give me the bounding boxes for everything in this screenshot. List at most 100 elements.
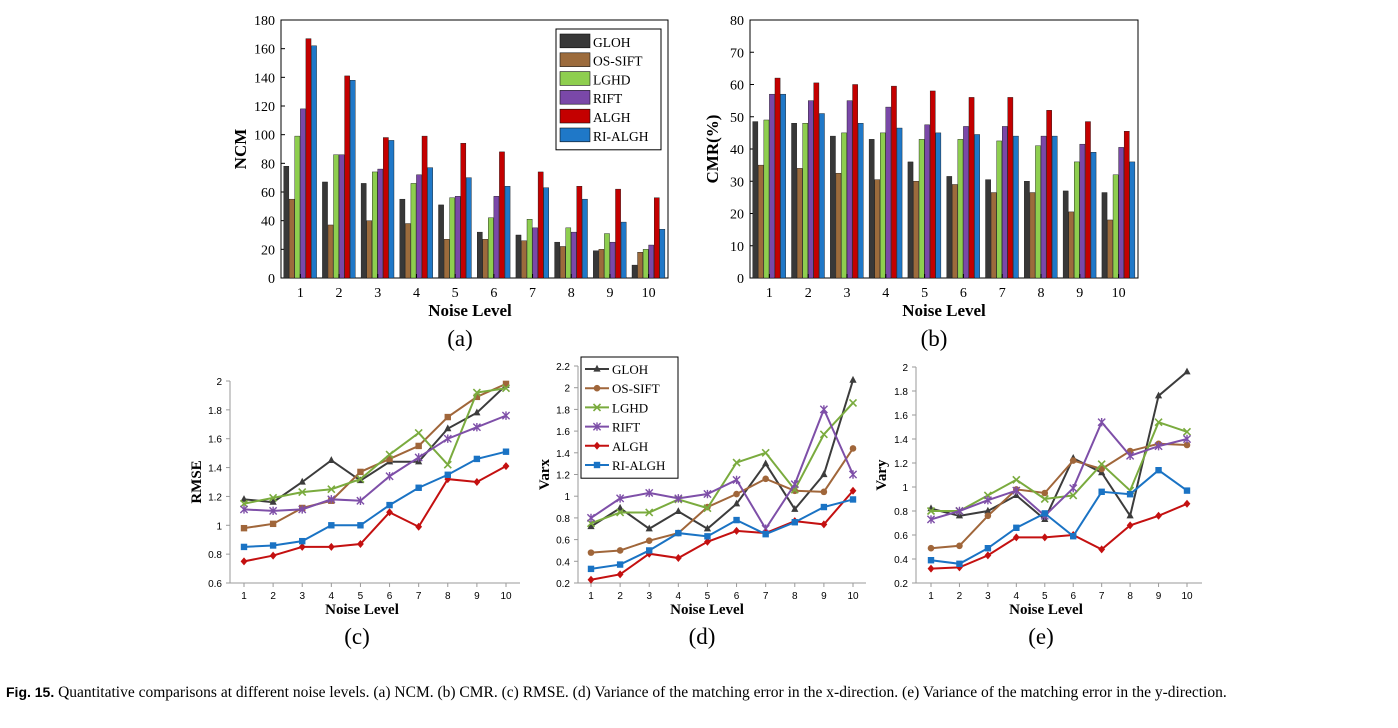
point-rift bbox=[674, 494, 683, 503]
point-lghd bbox=[1097, 460, 1106, 469]
legend-marker bbox=[593, 441, 601, 450]
bar-gloh bbox=[477, 231, 483, 279]
y-tick-label: 1.6 bbox=[894, 411, 908, 422]
x-tick-label: 6 bbox=[960, 286, 967, 301]
point-rift bbox=[703, 489, 712, 499]
bar-rift bbox=[769, 93, 775, 279]
x-tick-label: 2 bbox=[270, 591, 276, 602]
bar-rift bbox=[924, 124, 930, 279]
point-lghd bbox=[1012, 475, 1021, 484]
point-algh bbox=[386, 508, 393, 517]
y-tick-label: 1.8 bbox=[556, 405, 570, 416]
line-ri-algh bbox=[243, 450, 507, 548]
point-rift bbox=[955, 506, 964, 516]
point-os-sift bbox=[733, 490, 740, 498]
legend-label: OS-SIFT bbox=[612, 381, 660, 396]
bar-rift bbox=[1002, 126, 1008, 279]
x-tick-label: 7 bbox=[529, 286, 536, 301]
panel-label: (d) bbox=[689, 624, 716, 649]
point-rift bbox=[586, 513, 596, 523]
x-tick-label: 3 bbox=[374, 286, 381, 301]
point-rift bbox=[1069, 484, 1078, 493]
x-tick-label: 4 bbox=[882, 286, 889, 301]
point-algh bbox=[1155, 511, 1162, 520]
point-gloh bbox=[616, 503, 624, 511]
legend-label: GLOH bbox=[593, 35, 631, 50]
x-tick-label: 8 bbox=[568, 286, 575, 301]
line-lghd bbox=[931, 420, 1188, 512]
point-gloh bbox=[762, 459, 770, 467]
legend-label: LGHD bbox=[612, 400, 648, 415]
x-tick-label: 8 bbox=[445, 591, 451, 602]
legend-swatch bbox=[559, 33, 591, 49]
bar-rift bbox=[1079, 143, 1086, 279]
x-tick-label: 4 bbox=[1014, 591, 1020, 602]
point-algh bbox=[240, 557, 248, 566]
x-tick-label: 6 bbox=[490, 286, 497, 301]
point-lghd bbox=[356, 475, 365, 484]
bar-ri-algh bbox=[974, 134, 980, 279]
legend-label: OS-SIFT bbox=[593, 54, 643, 69]
bar-ri-algh bbox=[857, 122, 864, 279]
point-os-sift bbox=[473, 393, 481, 401]
bar-gloh bbox=[907, 161, 914, 279]
point-gloh bbox=[587, 522, 595, 530]
legend-label: ALGH bbox=[612, 439, 648, 454]
bar-lghd bbox=[996, 140, 1003, 279]
point-algh bbox=[269, 551, 277, 560]
x-tick-label: 2 bbox=[336, 286, 343, 301]
x-axis-label: Noise Level bbox=[1009, 602, 1083, 618]
point-ri-algh bbox=[956, 560, 963, 567]
point-os-sift bbox=[820, 488, 828, 496]
point-os-sift bbox=[1069, 457, 1077, 464]
bar-algh bbox=[653, 197, 660, 279]
bar-os-sift bbox=[1068, 211, 1075, 279]
point-rift bbox=[819, 405, 828, 414]
bar-gloh bbox=[515, 234, 522, 279]
y-tick-label: 20 bbox=[730, 208, 744, 223]
bar-lghd bbox=[333, 154, 339, 279]
point-lghd bbox=[1040, 494, 1049, 504]
bar-gloh bbox=[1062, 190, 1069, 279]
bar-ri-algh bbox=[1051, 135, 1058, 279]
bar-ri-algh bbox=[780, 93, 786, 279]
x-tick-label: 2 bbox=[617, 591, 623, 602]
x-tick-label: 9 bbox=[606, 286, 613, 301]
point-rift bbox=[269, 506, 278, 516]
point-rift bbox=[443, 434, 452, 443]
bar-gloh bbox=[791, 122, 797, 279]
y-tick-label: 70 bbox=[730, 46, 744, 61]
point-algh bbox=[1126, 521, 1134, 530]
point-lghd bbox=[1154, 418, 1163, 427]
y-tick-label: 50 bbox=[730, 111, 744, 126]
panel-label: (b) bbox=[921, 326, 948, 351]
point-ri-algh bbox=[1013, 524, 1020, 531]
bar-ri-algh bbox=[1013, 135, 1019, 279]
chart-d: 0.2 0.4 0.6 0.8 1 1.2 1.4 1.6 1.8 2 2.2 1 2 3 4 5 6 7 8 9 10… bbox=[537, 356, 866, 649]
x-tick-label: 5 bbox=[921, 286, 928, 301]
caption-text: Quantitative comparisons at different no… bbox=[58, 684, 1227, 701]
x-tick-label: 7 bbox=[1099, 591, 1105, 602]
x-tick-label: 2 bbox=[957, 591, 963, 602]
point-rift bbox=[645, 488, 654, 498]
bar-ri-algh bbox=[504, 186, 511, 279]
bar-ri-algh bbox=[388, 140, 395, 279]
y-tick-label: 1.4 bbox=[208, 464, 222, 475]
point-rift bbox=[848, 470, 858, 479]
bar-algh bbox=[383, 137, 389, 279]
point-rift bbox=[1126, 451, 1135, 460]
bar-gloh bbox=[631, 264, 638, 279]
legend-marker bbox=[592, 403, 602, 412]
bar-os-sift bbox=[758, 164, 764, 279]
y-tick-label: 80 bbox=[730, 14, 744, 29]
point-ri-algh bbox=[675, 529, 682, 537]
bar-lghd bbox=[802, 122, 809, 279]
bar-os-sift bbox=[913, 181, 919, 279]
y-tick-label: 180 bbox=[254, 14, 275, 29]
point-lghd bbox=[1069, 491, 1078, 500]
panel-label: (c) bbox=[344, 624, 370, 649]
line-algh bbox=[590, 490, 854, 581]
point-ri-algh bbox=[791, 519, 798, 526]
panel-label: (e) bbox=[1028, 624, 1054, 649]
